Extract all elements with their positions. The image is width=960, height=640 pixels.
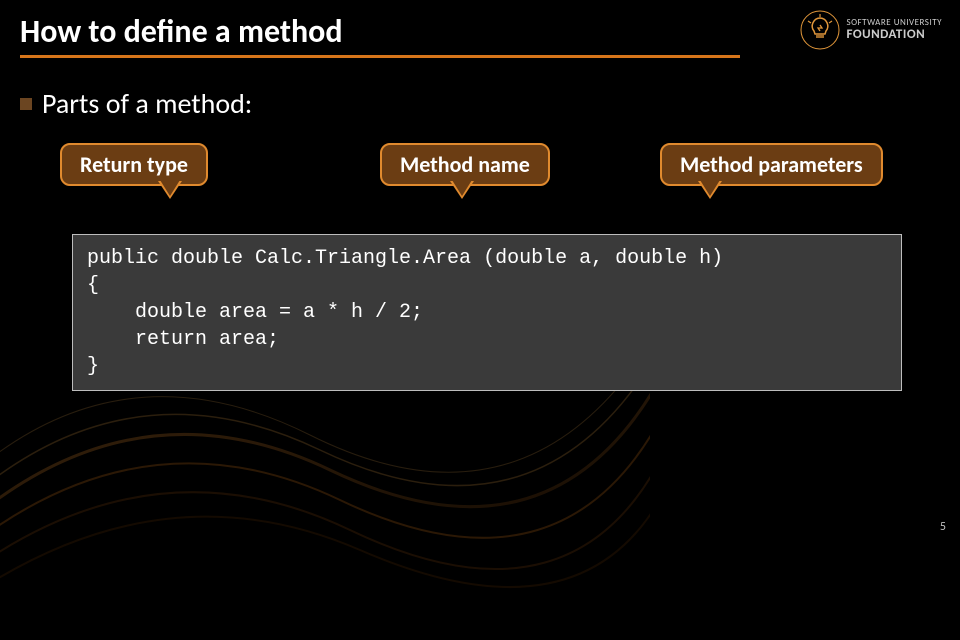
bullet-square-icon <box>20 98 32 110</box>
slide-title: How to define a method <box>20 12 740 58</box>
callout-return-type: Return type <box>60 143 208 186</box>
code-line: } <box>87 355 99 378</box>
logo: SOFTWARE UNIVERSITY FOUNDATION <box>800 10 942 50</box>
arrow-icon <box>700 180 720 196</box>
logo-text: SOFTWARE UNIVERSITY FOUNDATION <box>846 18 942 42</box>
callouts-container: Return type Method name Method parameter… <box>20 143 940 203</box>
code-line: public double Calc.Triangle.Area (double… <box>87 247 723 270</box>
slide-root: How to define a method SOFTWARE UNIVERSI… <box>0 0 960 540</box>
arrow-icon <box>452 180 472 196</box>
logo-line2: FOUNDATION <box>846 28 942 42</box>
lightbulb-icon <box>800 10 840 50</box>
page-number: 5 <box>940 520 946 534</box>
code-line: double area = a * h / 2; <box>87 301 423 324</box>
bullet-text: Parts of a method: <box>42 86 252 121</box>
callout-method-params: Method parameters <box>660 143 883 186</box>
code-line: return area; <box>87 328 279 351</box>
code-line: { <box>87 274 99 297</box>
code-block: public double Calc.Triangle.Area (double… <box>72 234 902 391</box>
arrow-icon <box>160 180 180 196</box>
bullet-row: Parts of a method: <box>20 86 940 121</box>
